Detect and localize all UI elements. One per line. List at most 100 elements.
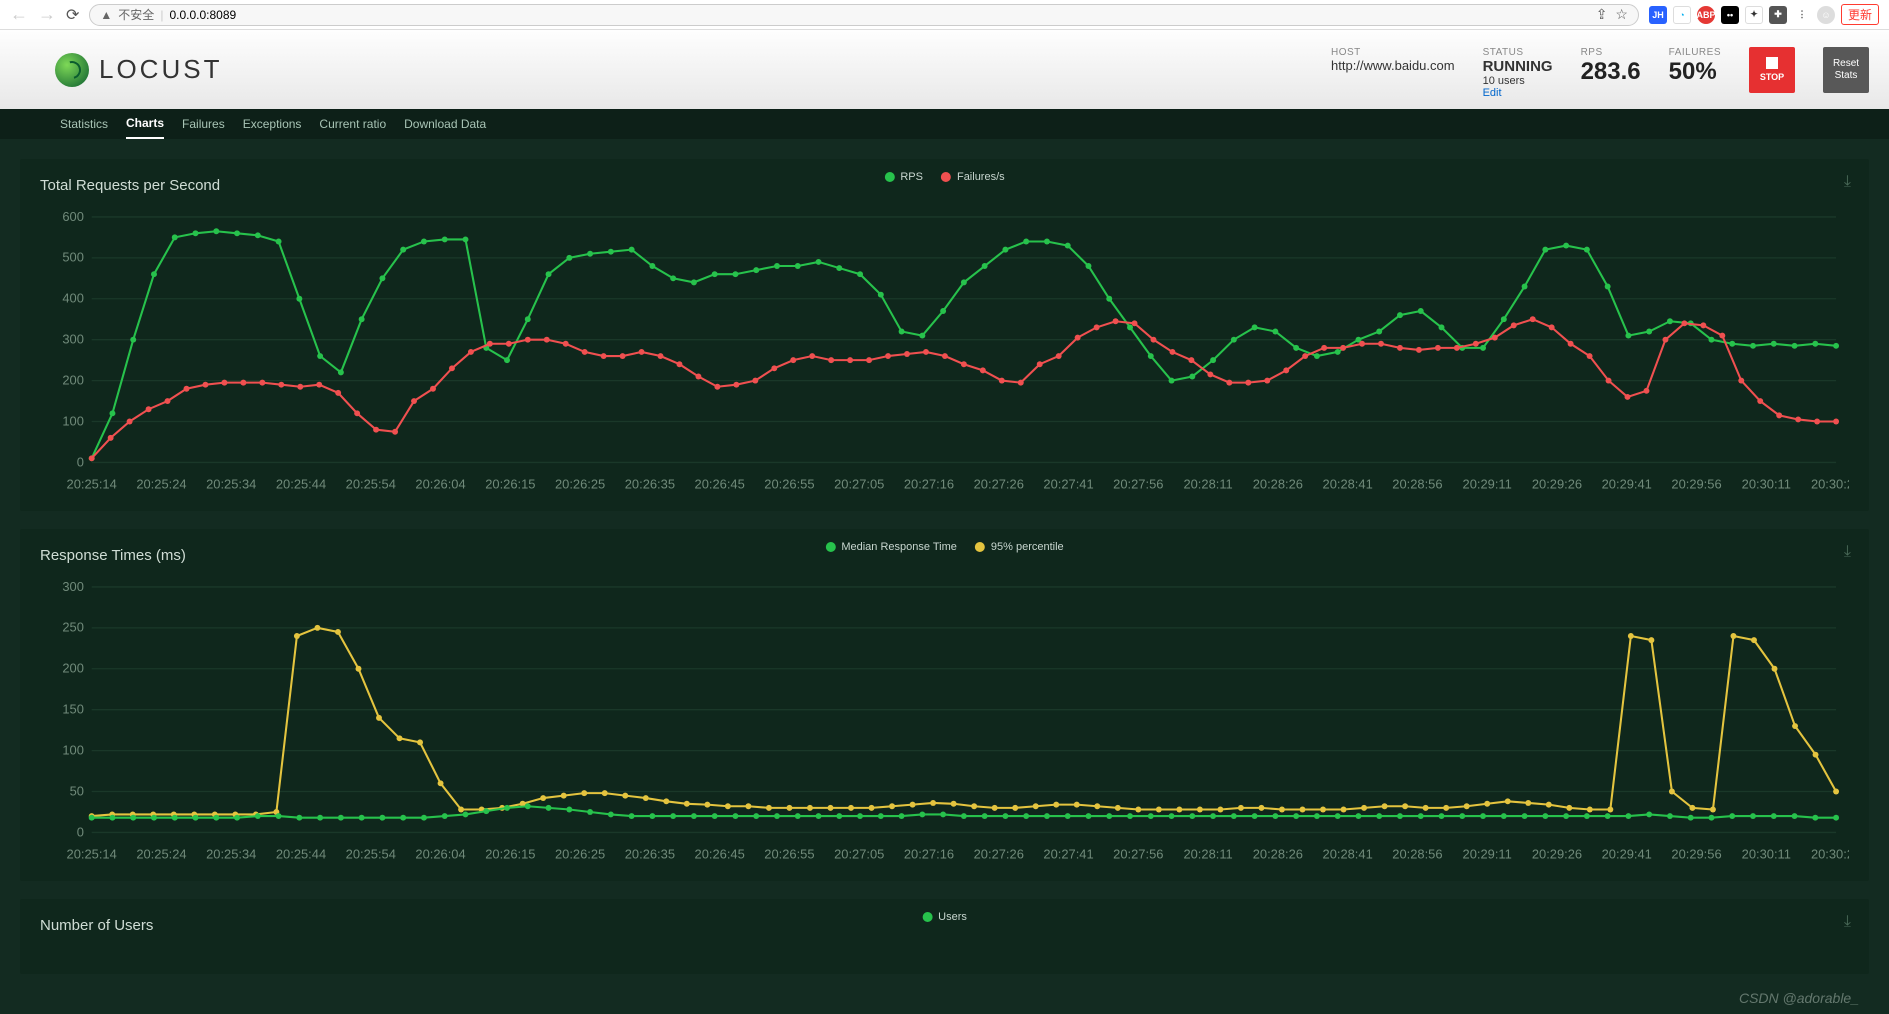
users-value: 10 users [1483,75,1553,87]
download-icon[interactable]: ⤓ [1844,543,1851,561]
reset-stats-button[interactable]: Reset Stats [1823,47,1869,93]
svg-text:20:26:04: 20:26:04 [415,476,465,491]
status-value: RUNNING [1483,58,1553,75]
tab-current-ratio[interactable]: Current ratio [319,110,386,138]
puzzle-icon[interactable]: ✚ [1769,6,1787,24]
ext-icon[interactable]: ✦ [1745,6,1763,24]
adblock-icon[interactable]: ABP [1697,6,1715,24]
stop-label: STOP [1760,72,1784,82]
svg-text:20:26:25: 20:26:25 [555,846,605,861]
svg-text:20:28:26: 20:28:26 [1253,476,1303,491]
tab-exceptions[interactable]: Exceptions [243,110,302,138]
svg-text:20:25:34: 20:25:34 [206,846,256,861]
svg-text:20:30:24: 20:30:24 [1811,846,1849,861]
reset-label-1: Reset [1833,58,1859,70]
legend-label: Failures/s [957,171,1005,183]
watermark: CSDN @adorable_ [1739,990,1859,1006]
svg-text:20:26:15: 20:26:15 [485,846,535,861]
update-button[interactable]: 更新 [1841,4,1879,25]
status-label: STATUS [1483,47,1553,58]
svg-text:20:25:24: 20:25:24 [136,476,186,491]
chart-panel-users: Number of Users Users ⤓ [20,899,1869,974]
legend-item: Failures/s [941,171,1005,183]
svg-text:20:27:56: 20:27:56 [1113,846,1163,861]
svg-text:20:26:45: 20:26:45 [695,476,745,491]
svg-text:20:28:26: 20:28:26 [1253,846,1303,861]
svg-text:300: 300 [62,332,84,347]
legend-label: Users [938,911,967,923]
svg-text:20:28:41: 20:28:41 [1323,846,1373,861]
svg-text:20:25:14: 20:25:14 [67,846,117,861]
legend-dot [922,912,932,922]
svg-text:20:30:11: 20:30:11 [1742,476,1791,491]
svg-text:20:25:44: 20:25:44 [276,476,326,491]
svg-text:20:26:55: 20:26:55 [764,846,814,861]
ext-icon[interactable]: JH [1649,6,1667,24]
legend-label: Median Response Time [841,541,957,553]
svg-text:20:26:04: 20:26:04 [415,846,465,861]
tab-download-data[interactable]: Download Data [404,110,486,138]
svg-text:20:26:35: 20:26:35 [625,476,675,491]
url-text: 0.0.0.0:8089 [169,8,236,22]
svg-text:300: 300 [62,579,84,594]
chart-panel-rps: Total Requests per Second RPSFailures/s … [20,159,1869,511]
legend-dot [825,542,835,552]
menu-icon[interactable]: ⋮ [1793,6,1811,24]
star-icon[interactable]: ☆ [1615,6,1628,23]
host-value: http://www.baidu.com [1331,58,1455,73]
svg-text:500: 500 [62,250,84,265]
svg-text:20:27:05: 20:27:05 [834,476,884,491]
legend-item: RPS [884,171,923,183]
chart-legend: RPS Failures/s [884,171,1004,183]
download-icon[interactable]: ⤓ [1844,913,1851,931]
svg-text:20:27:41: 20:27:41 [1043,476,1093,491]
extension-icons: JH ◔ ABP •• ✦ ✚ ⋮ ☺ 更新 [1649,4,1879,25]
logo: LOCUST [55,53,222,87]
stop-icon [1766,57,1778,69]
svg-text:600: 600 [62,209,84,224]
svg-text:20:29:56: 20:29:56 [1671,476,1721,491]
stop-button[interactable]: STOP [1749,47,1795,93]
svg-text:20:29:11: 20:29:11 [1463,846,1512,861]
share-icon[interactable]: ⇪ [1596,6,1608,23]
locust-logo-icon [55,53,89,87]
tabs-nav: Statistics Charts Failures Exceptions Cu… [0,109,1889,139]
reload-icon[interactable]: ⟳ [66,5,79,25]
avatar-icon[interactable]: ☺ [1817,6,1835,24]
tab-statistics[interactable]: Statistics [60,110,108,138]
browser-chrome: ← → ⟳ ▲ 不安全 | 0.0.0.0:8089 �⵹ ⇪ ☆ JH ◔ A… [0,0,1889,30]
svg-text:20:27:16: 20:27:16 [904,846,954,861]
insecure-label: 不安全 [118,6,154,23]
svg-text:100: 100 [62,413,84,428]
svg-text:20:26:15: 20:26:15 [485,476,535,491]
rps-label: RPS [1581,47,1641,58]
svg-text:20:26:45: 20:26:45 [695,846,745,861]
ext-icon[interactable]: ◔ [1673,6,1691,24]
logo-text: LOCUST [99,54,222,85]
chart-svg-response-times: 05010015020025030020:25:1420:25:2420:25:… [40,574,1849,871]
svg-text:400: 400 [62,291,84,306]
tab-charts[interactable]: Charts [126,109,164,139]
svg-text:20:29:11: 20:29:11 [1463,476,1512,491]
back-icon[interactable]: ← [10,4,28,25]
svg-text:20:27:26: 20:27:26 [974,846,1024,861]
url-bar[interactable]: ▲ 不安全 | 0.0.0.0:8089 �⵹ ⇪ ☆ [89,4,1639,26]
svg-text:20:27:16: 20:27:16 [904,476,954,491]
failures-value: 50% [1669,58,1721,86]
svg-text:20:27:05: 20:27:05 [834,846,884,861]
svg-text:20:28:56: 20:28:56 [1392,846,1442,861]
download-icon[interactable]: ⤓ [1844,173,1851,191]
forward-icon[interactable]: → [38,4,56,25]
svg-text:20:29:41: 20:29:41 [1602,476,1652,491]
svg-text:20:25:34: 20:25:34 [206,476,256,491]
stat-host: HOST http://www.baidu.com [1331,47,1455,73]
edit-link[interactable]: Edit [1483,87,1553,99]
svg-text:20:30:24: 20:30:24 [1811,476,1849,491]
svg-text:20:26:25: 20:26:25 [555,476,605,491]
url-separator: | [160,8,163,22]
ext-icon[interactable]: •• [1721,6,1739,24]
failures-label: FAILURES [1669,47,1721,58]
tab-failures[interactable]: Failures [182,110,225,138]
host-label: HOST [1331,47,1455,58]
svg-text:20:29:26: 20:29:26 [1532,476,1582,491]
